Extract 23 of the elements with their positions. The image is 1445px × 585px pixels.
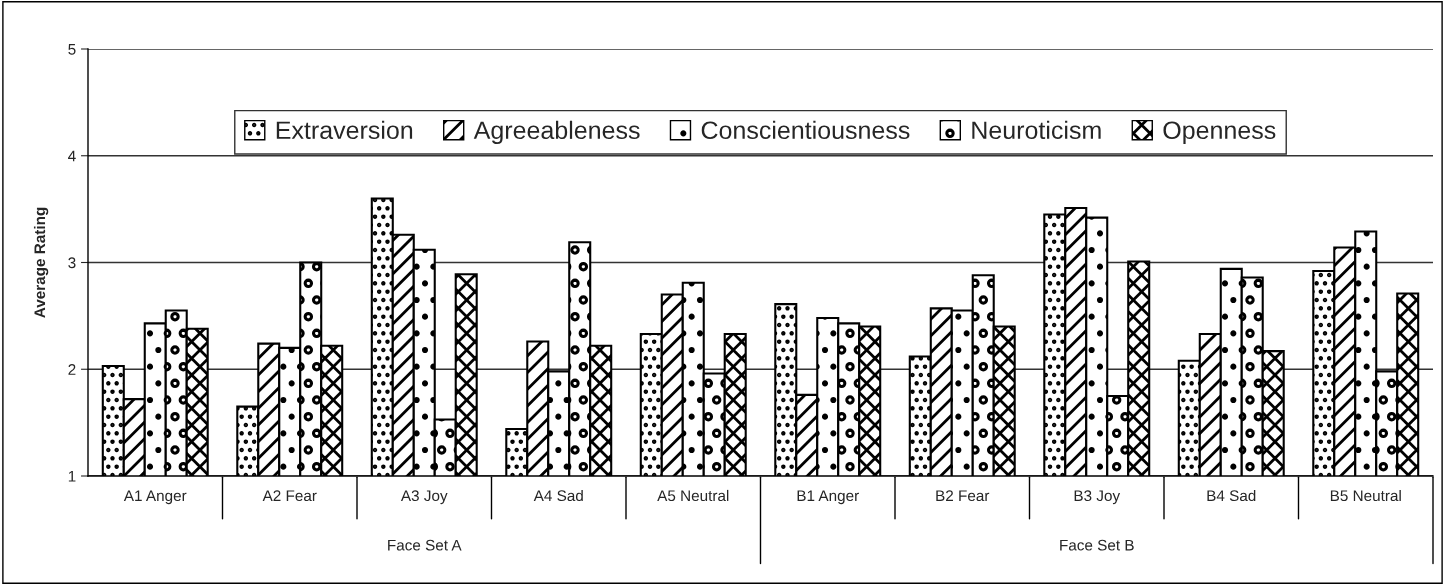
legend-label: Conscientiousness <box>701 120 910 140</box>
y-tick-label: 3 <box>68 257 76 269</box>
x-tick-label: B1 Anger <box>797 490 859 505</box>
x-tick-label: B4 Sad <box>1207 489 1256 502</box>
x-tick-label: B3 Joy <box>1074 490 1121 505</box>
x-tick-label: B2 Fear <box>936 490 990 502</box>
text: Face Set B <box>1060 539 1134 551</box>
y-tick-label: 4 <box>68 150 76 162</box>
x-tick-label: A4 Sad <box>533 489 583 502</box>
x-tick-label: A3 Joy <box>400 490 448 505</box>
text: Face Set A <box>388 539 462 551</box>
legend-label: Openness <box>1163 121 1276 145</box>
y-tick-label: 2 <box>68 364 76 375</box>
x-tick-label: A1 Anger <box>123 490 187 505</box>
x-tick-label: A5 Neutral <box>657 489 729 502</box>
legend-label: Extraversion <box>276 120 413 140</box>
y-tick-label: 5 <box>68 44 76 55</box>
legend-label: Agreeableness <box>473 120 640 145</box>
y-axis-title: Average Rating <box>33 207 49 318</box>
y-tick-label: 1 <box>68 471 76 482</box>
x-tick-label: A2 Fear <box>262 490 317 502</box>
legend-label: Neuroticism <box>972 120 1101 140</box>
x-tick-label: B5 Neutral <box>1330 489 1401 502</box>
